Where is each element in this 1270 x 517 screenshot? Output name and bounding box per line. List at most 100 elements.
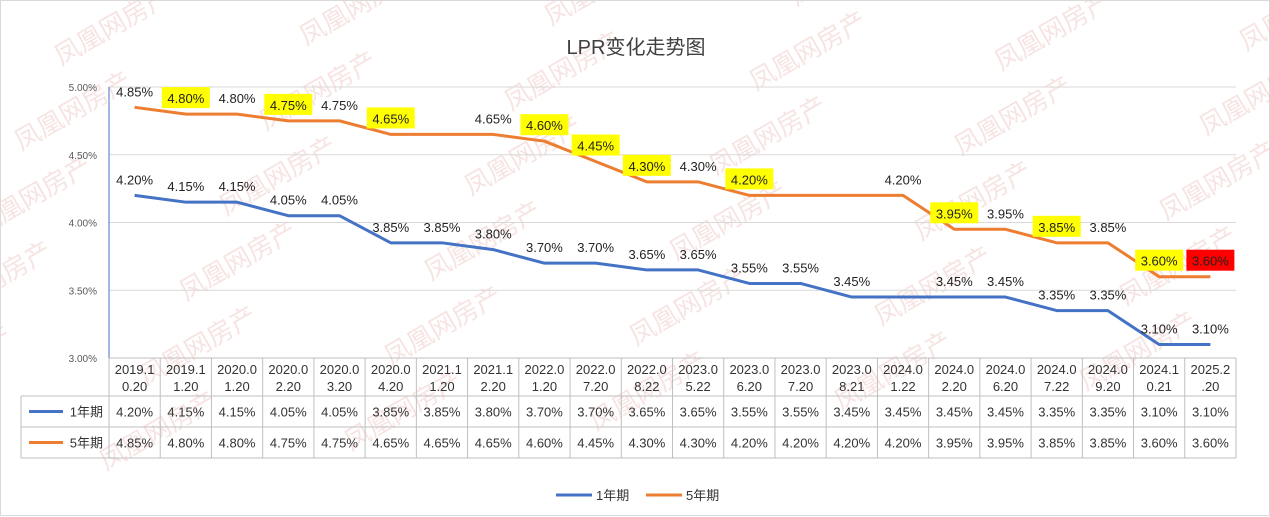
table-cell: 3.45% — [885, 405, 922, 420]
watermark-text: 凤凰网房产 — [990, 1, 1118, 77]
x-tick-label: 2023.0 — [729, 362, 769, 377]
x-tick-label: 2019.1 — [115, 362, 155, 377]
data-label: 4.65% — [475, 111, 512, 126]
table-cell: 3.85% — [372, 405, 409, 420]
data-label: 3.70% — [577, 240, 614, 255]
watermark-text: 凤凰网房产 — [255, 46, 383, 137]
x-tick-label: 2020.0 — [268, 362, 308, 377]
x-tick-label: 2021.1 — [422, 362, 462, 377]
table-cell: 4.80% — [219, 436, 256, 451]
data-label: 3.55% — [782, 260, 819, 275]
table-cell: 3.10% — [1141, 405, 1178, 420]
data-label: 3.95% — [987, 206, 1024, 221]
table-cell: 4.60% — [526, 436, 563, 451]
watermark-text: 凤凰网房产 — [10, 66, 138, 157]
table-cell: 3.85% — [1038, 436, 1075, 451]
table-cell: 4.05% — [270, 405, 307, 420]
table-cell: 3.55% — [782, 405, 819, 420]
x-tick-label: 2023.0 — [781, 362, 821, 377]
data-label: 4.20% — [885, 172, 922, 187]
data-label: 3.45% — [987, 274, 1024, 289]
table-cell: 4.80% — [167, 436, 204, 451]
data-label: 4.60% — [526, 118, 563, 133]
table-cell: 3.95% — [987, 436, 1024, 451]
data-label: 4.30% — [680, 159, 717, 174]
y-tick-label: 3.00% — [69, 354, 97, 365]
x-tick-label: 2024.0 — [986, 362, 1026, 377]
data-label: 4.15% — [167, 179, 204, 194]
x-tick-label: 2022.0 — [576, 362, 616, 377]
table-cell: 3.65% — [628, 405, 665, 420]
data-label: 3.85% — [372, 220, 409, 235]
watermark-text: 凤凰网房产 — [540, 1, 668, 32]
watermark-text: 凤凰网房产 — [1, 321, 17, 412]
table-cell: 3.45% — [833, 405, 870, 420]
table-cell: 4.75% — [270, 436, 307, 451]
x-tick-label: 1.20 — [532, 379, 557, 394]
data-label: 4.65% — [372, 111, 409, 126]
x-tick-label: 2024.0 — [883, 362, 923, 377]
data-label: 4.15% — [219, 179, 256, 194]
table-cell: 4.30% — [628, 436, 665, 451]
watermark-text: 凤凰网房产 — [745, 6, 873, 97]
data-label: 4.05% — [270, 193, 307, 208]
data-label: 3.10% — [1141, 321, 1178, 336]
x-tick-label: 1.20 — [429, 379, 454, 394]
x-tick-label: 6.20 — [993, 379, 1018, 394]
watermark-text: 凤凰网房产 — [1155, 136, 1270, 227]
table-cell: 3.65% — [680, 405, 717, 420]
x-tick-label: 1.22 — [890, 379, 915, 394]
table-cell: 3.60% — [1141, 436, 1178, 451]
table-row-header: 5年期 — [70, 436, 103, 451]
table-cell: 3.80% — [475, 405, 512, 420]
table-cell: 3.45% — [936, 405, 973, 420]
data-label: 4.20% — [116, 172, 153, 187]
table-row-header: 1年期 — [70, 405, 103, 420]
data-label: 3.85% — [1089, 220, 1126, 235]
x-tick-label: 3.20 — [327, 379, 352, 394]
data-label: 4.80% — [167, 91, 204, 106]
data-label: 3.45% — [936, 274, 973, 289]
x-tick-label: 5.22 — [685, 379, 710, 394]
x-tick-label: 2024.0 — [934, 362, 974, 377]
data-label: 3.65% — [628, 247, 665, 262]
watermark-text: 凤凰网房产 — [870, 241, 998, 332]
data-label: 3.35% — [1038, 288, 1075, 303]
table-cell: 4.20% — [116, 405, 153, 420]
watermark-text: 凤凰网房产 — [50, 1, 178, 72]
data-label: 3.55% — [731, 260, 768, 275]
chart-title: LPR变化走势图 — [567, 36, 706, 59]
data-label: 4.80% — [219, 91, 256, 106]
watermark-text: 凤凰网房产 — [1195, 51, 1270, 142]
data-label: 3.85% — [424, 220, 461, 235]
watermark-text: 凤凰网房产 — [215, 131, 343, 222]
x-tick-label: 2024.1 — [1139, 362, 1179, 377]
table-cell: 3.10% — [1192, 405, 1229, 420]
data-label: 4.45% — [577, 139, 614, 154]
x-tick-label: 6.20 — [737, 379, 762, 394]
data-label: 4.75% — [270, 98, 307, 113]
watermark-text: 凤凰网房产 — [1075, 306, 1203, 397]
x-tick-label: 2020.0 — [371, 362, 411, 377]
table-cell: 4.20% — [731, 436, 768, 451]
x-tick-label: 2024.0 — [1088, 362, 1128, 377]
x-tick-label: 2024.0 — [1037, 362, 1077, 377]
data-label: 3.70% — [526, 240, 563, 255]
x-tick-label: 2020.0 — [217, 362, 257, 377]
x-tick-label: 2021.1 — [473, 362, 513, 377]
watermark-text: 凤凰网房产 — [295, 1, 423, 52]
x-tick-label: 8.21 — [839, 379, 864, 394]
table-cell: 4.20% — [885, 436, 922, 451]
data-label: 3.45% — [833, 274, 870, 289]
x-tick-label: .20 — [1201, 379, 1219, 394]
x-tick-label: 1.20 — [224, 379, 249, 394]
x-tick-label: 4.20 — [378, 379, 403, 394]
x-tick-label: 8.22 — [634, 379, 659, 394]
table-cell: 3.70% — [577, 405, 614, 420]
y-tick-label: 5.00% — [69, 83, 97, 94]
table-cell: 3.95% — [936, 436, 973, 451]
data-label: 3.65% — [680, 247, 717, 262]
watermark-text: 凤凰网房产 — [950, 71, 1078, 162]
table-cell: 4.45% — [577, 436, 614, 451]
